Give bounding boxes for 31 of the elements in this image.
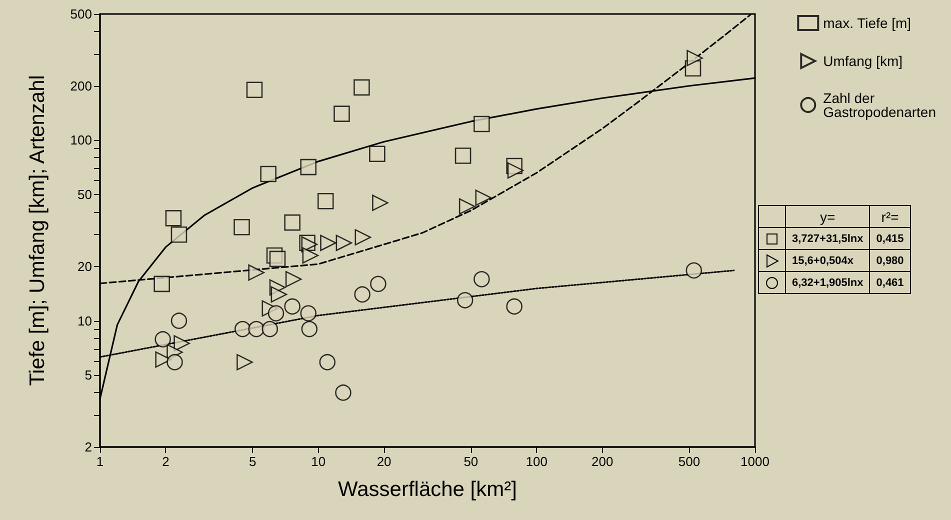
legend-label: max. Tiefe [m]: [823, 15, 912, 31]
text: 6,32+1,905lnx: [786, 272, 870, 294]
x-tick-label: 50: [464, 454, 478, 469]
x-tick-label: 20: [376, 454, 392, 469]
x-tick-label: 500: [678, 454, 700, 469]
x-tick-label: 1000: [740, 454, 770, 469]
x-tick-label: 10: [311, 454, 326, 469]
legend-label: Zahl der Gastropodenarten: [823, 90, 936, 120]
x-tick-label: 200: [592, 454, 614, 469]
y-axis-title: Tiefe [m]; Umfang [km]; Artenzahl: [26, 75, 49, 386]
x-tick-label: 5: [248, 454, 256, 469]
x-tick-label: 100: [526, 454, 548, 469]
x-tick-label: 2: [162, 454, 170, 469]
text: r²=: [870, 206, 910, 228]
legend-label: Umfang [km]: [823, 53, 903, 69]
text: 3,727+31,5lnx: [786, 228, 870, 250]
text: 0,461: [870, 272, 910, 294]
y-tick-label: 200: [70, 78, 92, 94]
y-tick-label: 2: [84, 440, 92, 454]
text: y=: [786, 206, 870, 228]
x-tick-label: 1: [96, 454, 104, 469]
y-tick-label: 10: [78, 313, 92, 328]
y-tick-label: 500: [70, 6, 92, 22]
text: 0,980: [870, 250, 910, 272]
y-tick-label: 100: [70, 132, 92, 148]
y-tick-label: 50: [78, 187, 92, 202]
y-tick-label: 5: [84, 368, 92, 383]
y-tick-label: 20: [78, 258, 92, 274]
text: 15,6+0,504x: [786, 250, 870, 272]
text: 0,415: [870, 228, 910, 250]
x-axis-title: Wasserfläche [km²]: [338, 478, 517, 501]
